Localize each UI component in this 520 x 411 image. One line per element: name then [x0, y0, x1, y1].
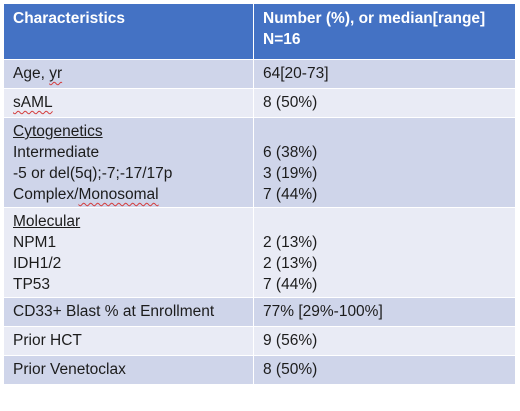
row-cytogenetics-labels: Cytogenetics Intermediate -5 or del(5q);…: [3, 117, 254, 208]
row-age-value: 64[20-73]: [253, 59, 516, 89]
molecular-tp53-value: 7 (44%): [263, 276, 318, 293]
row-cytogenetics: Cytogenetics Intermediate -5 or del(5q);…: [3, 117, 516, 208]
header-number-label: Number (%), or median[range]: [263, 10, 486, 27]
row-saml-label: sAML: [3, 88, 254, 118]
row-age: Age, yr 64[20-73]: [3, 59, 516, 89]
row-prior-venetoclax-value: 8 (50%): [253, 355, 516, 385]
molecular-idh: IDH1/2: [13, 255, 62, 272]
cytogenetics-heading: Cytogenetics: [13, 123, 103, 140]
molecular-heading: Molecular: [13, 213, 81, 230]
row-molecular-values: 2 (13%) 2 (13%) 7 (44%): [253, 207, 516, 298]
row-prior-venetoclax: Prior Venetoclax 8 (50%): [3, 355, 516, 385]
cytogenetics-complex: Complex/Monosomal: [13, 186, 159, 203]
header-characteristics: Characteristics: [3, 3, 254, 60]
cytogenetics-intermediate-value: 6 (38%): [263, 144, 318, 161]
header-number: Number (%), or median[range] N=16: [253, 3, 516, 60]
row-cytogenetics-values: 6 (38%) 3 (19%) 7 (44%): [253, 117, 516, 208]
row-molecular: Molecular NPM1 IDH1/2 TP53 2 (13%) 2 (13…: [3, 207, 516, 298]
molecular-tp53: TP53: [13, 276, 51, 293]
header-n-label: N=16: [263, 31, 301, 48]
row-prior-hct: Prior HCT 9 (56%): [3, 326, 516, 356]
header-characteristics-label: Characteristics: [13, 10, 126, 27]
row-cd33-label: CD33+ Blast % at Enrollment: [3, 297, 254, 327]
row-cd33-value: 77% [29%-100%]: [253, 297, 516, 327]
cytogenetics-del5q: -5 or del(5q);-7;-17/17p: [13, 165, 173, 182]
molecular-npm1: NPM1: [13, 234, 57, 251]
row-prior-hct-label: Prior HCT: [3, 326, 254, 356]
molecular-npm1-value: 2 (13%): [263, 234, 318, 251]
cytogenetics-complex-value: 7 (44%): [263, 186, 318, 203]
row-saml: sAML 8 (50%): [3, 88, 516, 118]
row-prior-hct-value: 9 (56%): [253, 326, 516, 356]
row-prior-venetoclax-label: Prior Venetoclax: [3, 355, 254, 385]
row-molecular-labels: Molecular NPM1 IDH1/2 TP53: [3, 207, 254, 298]
header-row: Characteristics Number (%), or median[ra…: [3, 3, 516, 60]
molecular-idh-value: 2 (13%): [263, 255, 318, 272]
row-cd33: CD33+ Blast % at Enrollment 77% [29%-100…: [3, 297, 516, 327]
cytogenetics-intermediate: Intermediate: [13, 144, 100, 161]
row-age-label: Age, yr: [3, 59, 254, 89]
row-saml-value: 8 (50%): [253, 88, 516, 118]
characteristics-table: Characteristics Number (%), or median[ra…: [3, 3, 516, 385]
cytogenetics-del5q-value: 3 (19%): [263, 165, 318, 182]
